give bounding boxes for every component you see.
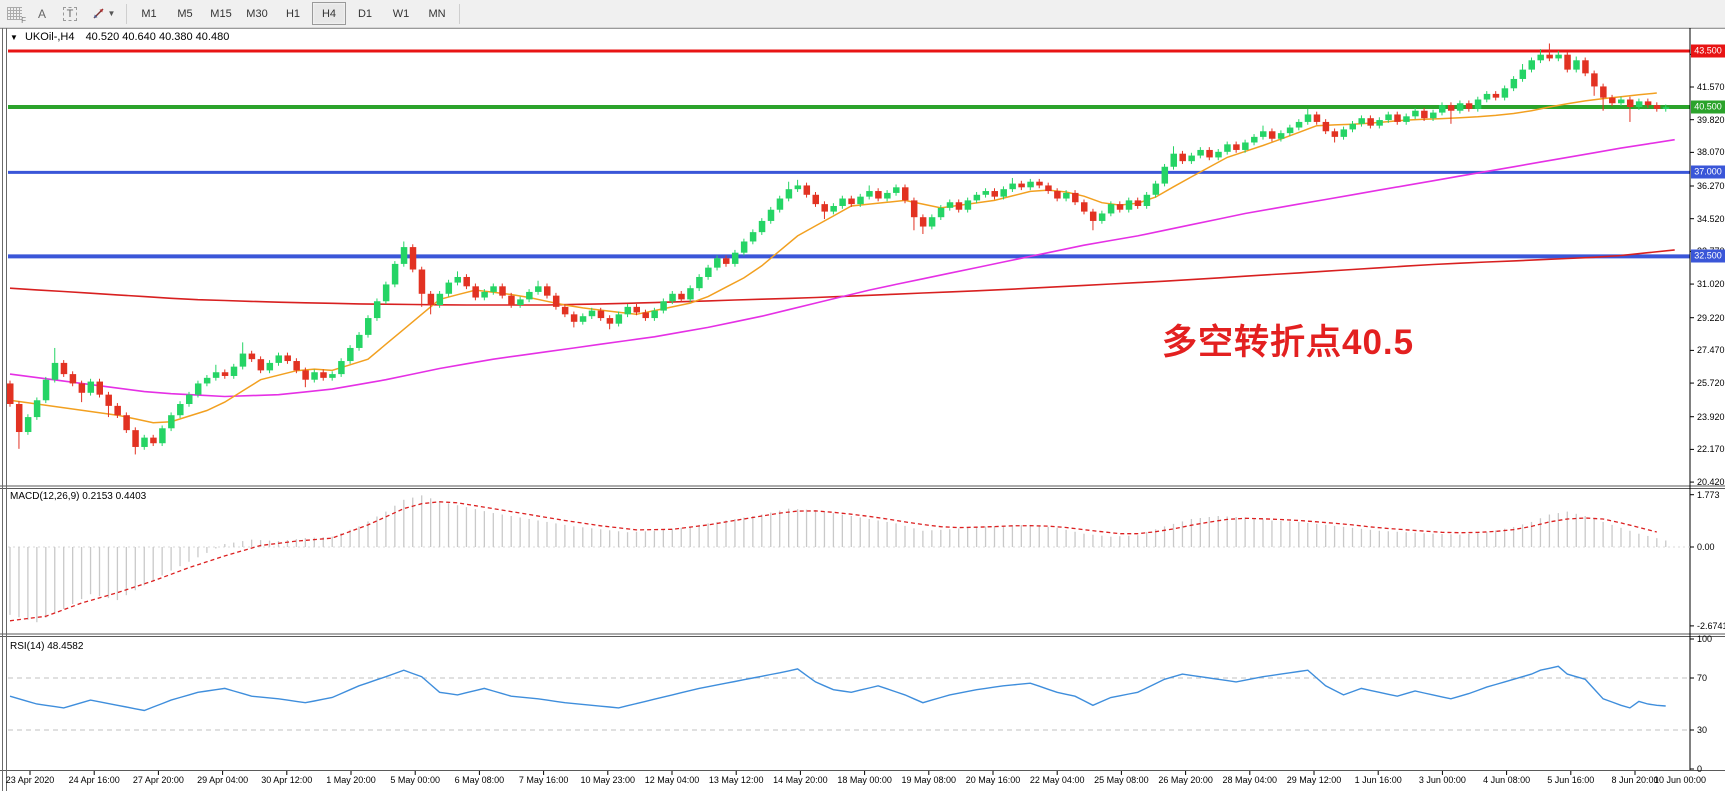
timeframe-button-m5[interactable]: M5 xyxy=(177,7,193,20)
grid-f-label: F xyxy=(21,15,26,25)
grid-icon xyxy=(6,7,22,20)
candles-layer xyxy=(7,43,1670,455)
window-left-edge xyxy=(2,28,3,791)
timeframe-button-h4[interactable]: H4 xyxy=(312,2,346,25)
horizontal-level-lines[interactable] xyxy=(8,49,1690,259)
arrows-dropdown-button[interactable]: ▼ xyxy=(85,3,121,25)
toolbar-separator xyxy=(126,3,127,24)
pane-borders-layer xyxy=(0,28,1725,771)
indicator-grid-icon-button[interactable]: F xyxy=(1,3,27,25)
timeframe-button-m1[interactable]: M1 xyxy=(141,7,157,20)
rsi-pane-layer xyxy=(8,665,1690,731)
timeframe-button-w1[interactable]: W1 xyxy=(392,7,410,20)
top-toolbar: F A T ▼ M1 M5 M15 M30 H1 H4 D1 W1 MN xyxy=(0,0,1725,28)
ma-mid-line xyxy=(9,138,1675,398)
text-label-button[interactable]: A xyxy=(29,3,55,25)
text-box-button[interactable]: T xyxy=(57,3,83,25)
chart-window[interactable] xyxy=(0,28,1725,791)
axis-ticks-layer xyxy=(29,53,1694,775)
rsi-line xyxy=(9,665,1666,712)
timeframe-button-h1[interactable]: H1 xyxy=(285,7,301,20)
chevron-down-icon: ▼ xyxy=(107,9,116,18)
macd-pane-layer xyxy=(8,495,1690,623)
crosshair-arrows-icon xyxy=(93,8,104,18)
timeframe-button-mn[interactable]: MN xyxy=(428,7,446,20)
timeframe-button-m30[interactable]: M30 xyxy=(246,7,268,20)
toolbar-separator xyxy=(459,3,460,24)
letter-a-icon: A xyxy=(37,6,46,21)
letter-t-icon: T xyxy=(62,6,78,21)
timeframe-button-d1[interactable]: D1 xyxy=(357,7,373,20)
timeframe-button-group: M1 M5 M15 M30 H1 H4 D1 W1 MN xyxy=(131,2,455,25)
timeframe-button-m15[interactable]: M15 xyxy=(210,7,232,20)
main-chart-canvas[interactable] xyxy=(0,28,1725,791)
pane-left-edge xyxy=(6,28,7,791)
